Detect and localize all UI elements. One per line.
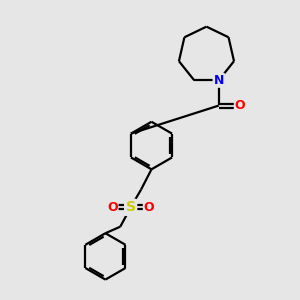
Text: O: O xyxy=(235,99,245,112)
Text: N: N xyxy=(214,74,224,87)
Text: O: O xyxy=(107,201,118,214)
Text: S: S xyxy=(126,200,136,214)
Text: O: O xyxy=(144,201,154,214)
